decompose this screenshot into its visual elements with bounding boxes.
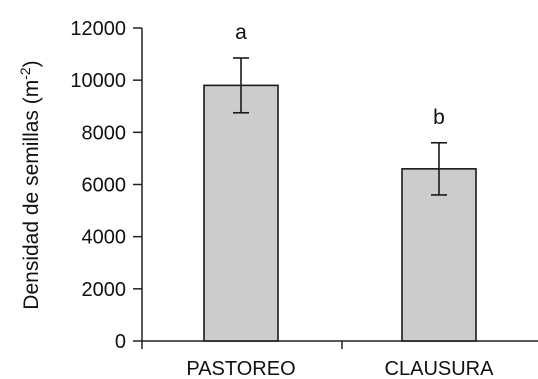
y-axis: 0 2000 4000 6000 8000 10000 12000	[70, 18, 143, 353]
x-category-label: CLAUSURA	[385, 358, 495, 379]
y-tick-label: 6000	[82, 175, 127, 197]
bars	[203, 57, 477, 342]
y-axis-title-superscript: -2	[17, 67, 33, 80]
y-tick-label: 8000	[82, 122, 127, 144]
labels: a PASTOREO b CLAUSURA	[186, 21, 494, 379]
bar	[401, 168, 477, 342]
y-axis-title-close: )	[20, 60, 43, 67]
significance-letter: b	[433, 106, 445, 129]
bar	[203, 84, 279, 342]
x-category-label: PASTOREO	[186, 358, 295, 379]
y-tick-label: 12000	[70, 18, 126, 40]
y-axis-title-main: Densidad de semillas (m	[20, 80, 43, 310]
significance-letter: a	[235, 21, 247, 44]
y-tick-label: 4000	[82, 227, 127, 249]
y-tick-label: 2000	[82, 279, 127, 301]
y-tick-label: 10000	[70, 70, 126, 92]
y-axis-title: Densidad de semillas (m-2)	[17, 60, 43, 309]
y-tick-label: 0	[115, 331, 126, 353]
x-axis	[141, 340, 538, 349]
